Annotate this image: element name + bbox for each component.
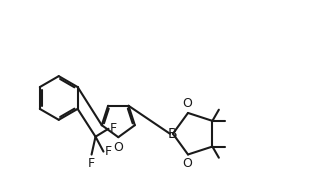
Text: F: F — [104, 145, 112, 158]
Text: F: F — [109, 122, 116, 135]
Text: O: O — [182, 97, 192, 110]
Text: F: F — [88, 157, 95, 169]
Text: O: O — [113, 141, 123, 154]
Text: B: B — [168, 127, 178, 141]
Text: O: O — [182, 157, 192, 170]
